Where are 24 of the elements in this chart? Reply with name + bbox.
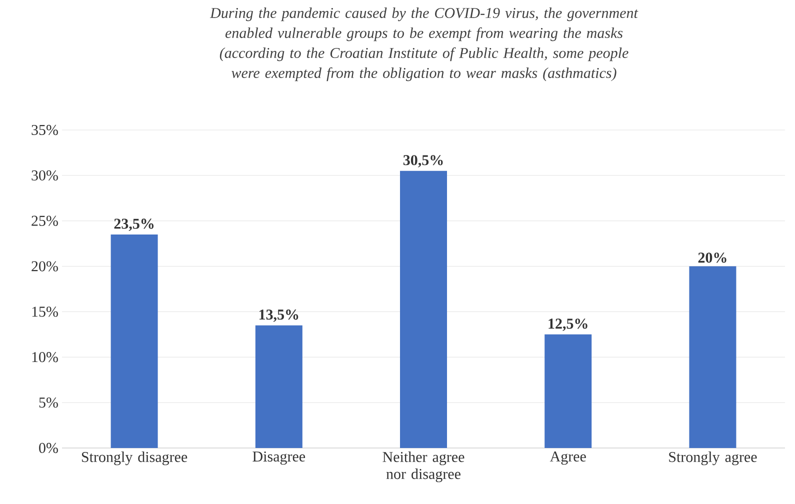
data-label: 13,5% <box>259 310 298 322</box>
chart-title: During the pandemic caused by the COVID-19 virus, the government enabled vulnerable groups to be exempt from wearing the masks (according to the Croatian Institute of Public Health, some people were exempted from the obligation to wear masks (asthmatics) <box>210 8 638 82</box>
y-tick-label: 25% <box>32 216 58 226</box>
y-tick-label: 30% <box>32 170 58 181</box>
y-tick-label: 10% <box>32 352 58 362</box>
bar <box>400 170 448 448</box>
data-label: 20% <box>698 252 726 263</box>
x-tick-label: Neither agree nor disagree <box>382 452 464 482</box>
y-tick-label: 35% <box>32 124 58 136</box>
bar <box>255 325 302 448</box>
x-tick-label: Strongly agree <box>669 452 757 466</box>
y-tick-label: 15% <box>32 306 58 317</box>
data-label: 23,5% <box>114 218 154 231</box>
data-label: 12,5% <box>548 318 588 331</box>
y-tick-label: 5% <box>39 397 58 408</box>
bar <box>689 266 736 448</box>
x-tick-label: Agree <box>550 452 586 465</box>
y-tick-label: 0% <box>39 442 58 454</box>
x-tick-label: Disagree <box>252 452 306 465</box>
data-label: 30,5% <box>403 155 443 168</box>
bar <box>110 234 158 448</box>
x-tick-label: Strongly disagree <box>82 452 188 466</box>
y-tick-label: 20% <box>32 261 58 272</box>
bar <box>544 334 592 448</box>
